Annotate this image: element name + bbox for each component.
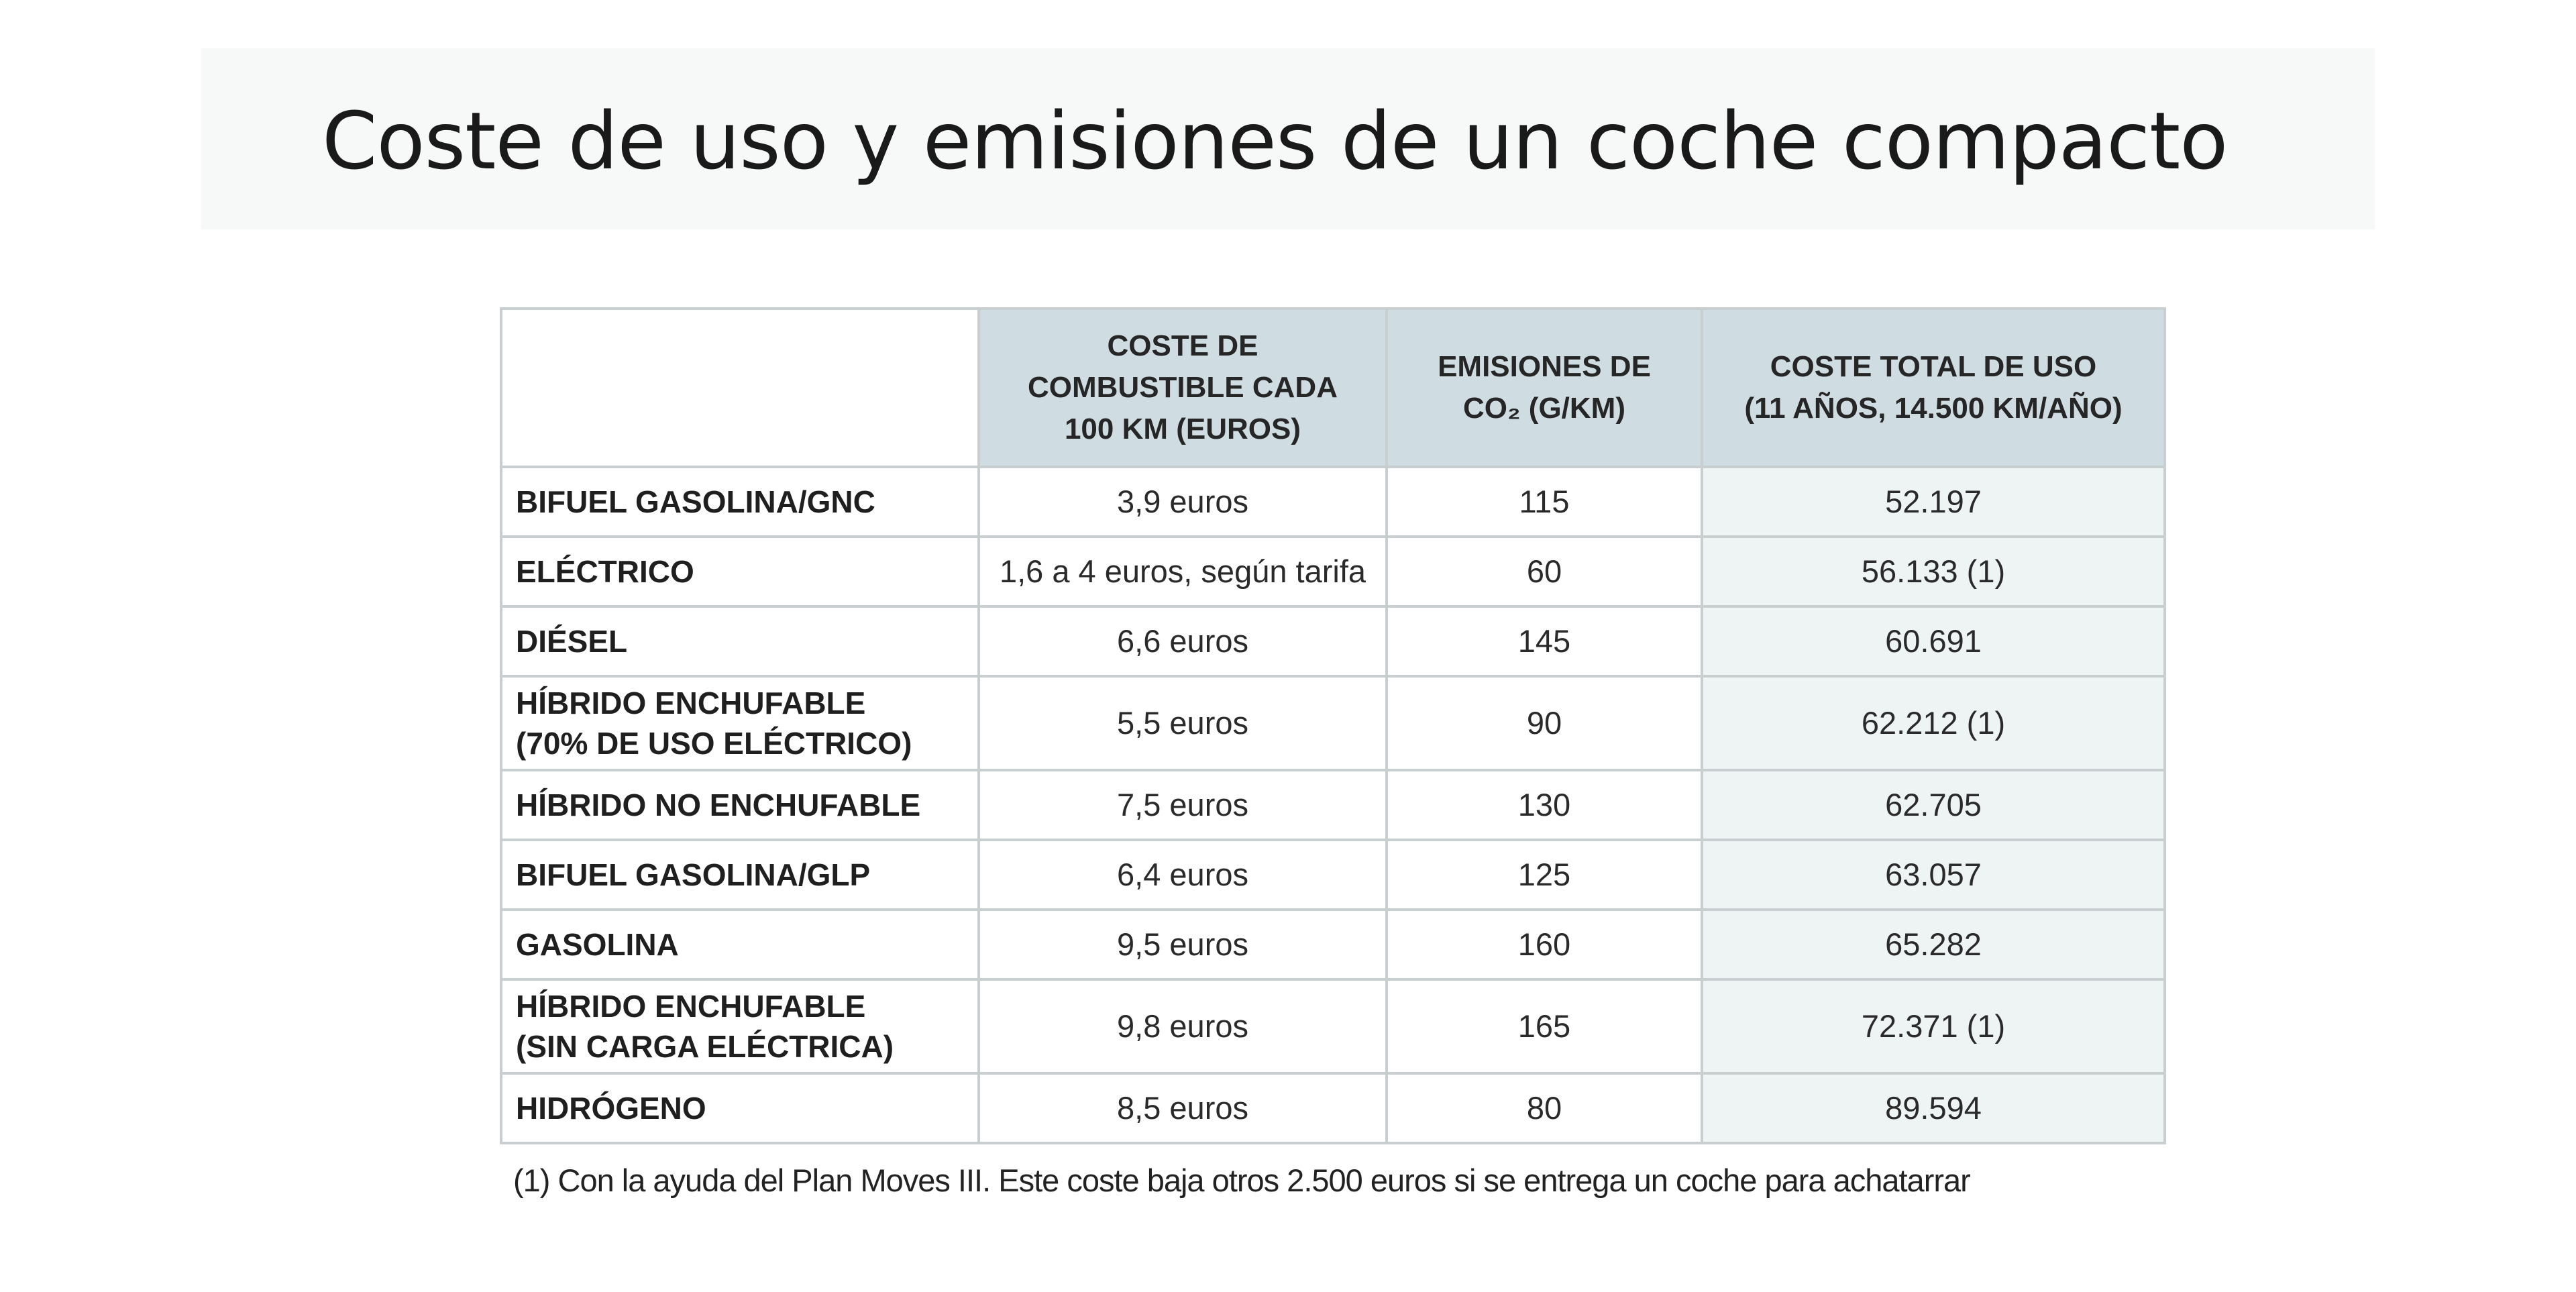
fuel-cost-cell: 9,8 euros [977, 978, 1388, 1075]
table-row: DIÉSEL 6,6 euros 145 60.691 [500, 605, 2166, 678]
co2-cell: 145 [1385, 605, 1703, 678]
total-cost-cell: 65.282 [1701, 908, 2166, 981]
header-fuel-cost: COSTE DE COMBUSTIBLE CADA 100 KM (EUROS) [977, 307, 1388, 468]
row-label-line: BIFUEL GASOLINA/GLP [516, 857, 871, 892]
fuel-cost-cell: 6,4 euros [977, 839, 1388, 911]
co2-cell: 60 [1385, 535, 1703, 608]
table-row: HÍBRIDO ENCHUFABLE (70% DE USO ELÉCTRICO… [500, 675, 2166, 771]
table-row: HÍBRIDO ENCHUFABLE (SIN CARGA ELÉCTRICA)… [500, 978, 2166, 1075]
fuel-cost-cell: 5,5 euros [977, 675, 1388, 771]
row-label: DIÉSEL [500, 605, 980, 678]
table-row: ELÉCTRICO 1,6 a 4 euros, según tarifa 60… [500, 535, 2166, 608]
fuel-cost-cell: 9,5 euros [977, 908, 1388, 981]
header-co2-line-1: EMISIONES DE [1438, 350, 1651, 383]
row-label: HÍBRIDO ENCHUFABLE (70% DE USO ELÉCTRICO… [500, 675, 980, 771]
row-label: BIFUEL GASOLINA/GLP [500, 839, 980, 911]
total-cost-cell: 56.133 (1) [1701, 535, 2166, 608]
row-label-line: DIÉSEL [516, 624, 628, 659]
row-label-line: HIDRÓGENO [516, 1091, 706, 1126]
comparison-table: COSTE DE COMBUSTIBLE CADA 100 KM (EUROS)… [500, 307, 2166, 1144]
header-fuel-cost-line-1: COSTE DE [1107, 329, 1258, 362]
row-label-line: (SIN CARGA ELÉCTRICA) [516, 1029, 894, 1064]
row-label-line: HÍBRIDO ENCHUFABLE [516, 989, 866, 1024]
footnote: (1) Con la ayuda del Plan Moves III. Est… [513, 1163, 1971, 1198]
header-co2-line-2: CO₂ (G/KM) [1463, 392, 1625, 425]
title-band [201, 48, 2375, 229]
row-label-line: BIFUEL GASOLINA/GNC [516, 484, 875, 519]
co2-cell: 90 [1385, 675, 1703, 771]
total-cost-cell: 89.594 [1701, 1072, 2166, 1144]
row-label: GASOLINA [500, 908, 980, 981]
row-label-line: ELÉCTRICO [516, 554, 694, 589]
co2-cell: 165 [1385, 978, 1703, 1075]
row-label-line: HÍBRIDO NO ENCHUFABLE [516, 788, 921, 822]
co2-cell: 160 [1385, 908, 1703, 981]
total-cost-cell: 62.212 (1) [1701, 675, 2166, 771]
row-label: BIFUEL GASOLINA/GNC [500, 466, 980, 538]
header-total-cost-line-1: COSTE TOTAL DE USO [1770, 350, 2097, 383]
total-cost-cell: 60.691 [1701, 605, 2166, 678]
header-fuel-cost-line-3: 100 KM (EUROS) [1064, 413, 1301, 445]
table-row: BIFUEL GASOLINA/GNC 3,9 euros 115 52.197 [500, 466, 2166, 538]
row-label: HÍBRIDO NO ENCHUFABLE [500, 769, 980, 841]
total-cost-cell: 63.057 [1701, 839, 2166, 911]
header-total-cost: COSTE TOTAL DE USO (11 AÑOS, 14.500 KM/A… [1701, 307, 2166, 468]
row-label: HIDRÓGENO [500, 1072, 980, 1144]
header-co2: EMISIONES DE CO₂ (G/KM) [1385, 307, 1703, 468]
header-fuel-cost-line-2: COMBUSTIBLE CADA [1028, 371, 1338, 404]
fuel-cost-cell: 3,9 euros [977, 466, 1388, 538]
header-blank-cell [500, 307, 980, 468]
table-row: GASOLINA 9,5 euros 160 65.282 [500, 908, 2166, 981]
row-label: HÍBRIDO ENCHUFABLE (SIN CARGA ELÉCTRICA) [500, 978, 980, 1075]
row-label-line: GASOLINA [516, 927, 679, 962]
fuel-cost-cell: 8,5 euros [977, 1072, 1388, 1144]
table-row: HIDRÓGENO 8,5 euros 80 89.594 [500, 1072, 2166, 1144]
total-cost-cell: 52.197 [1701, 466, 2166, 538]
row-label: ELÉCTRICO [500, 535, 980, 608]
table-row: BIFUEL GASOLINA/GLP 6,4 euros 125 63.057 [500, 839, 2166, 911]
page-title: Coste de uso y emisiones de un coche com… [322, 95, 2228, 187]
fuel-cost-cell: 1,6 a 4 euros, según tarifa [977, 535, 1388, 608]
header-total-cost-line-2: (11 AÑOS, 14.500 KM/AÑO) [1744, 392, 2123, 425]
co2-cell: 115 [1385, 466, 1703, 538]
co2-cell: 125 [1385, 839, 1703, 911]
co2-cell: 130 [1385, 769, 1703, 841]
fuel-cost-cell: 6,6 euros [977, 605, 1388, 678]
table-row: HÍBRIDO NO ENCHUFABLE 7,5 euros 130 62.7… [500, 769, 2166, 841]
fuel-cost-cell: 7,5 euros [977, 769, 1388, 841]
row-label-line: HÍBRIDO ENCHUFABLE [516, 686, 866, 720]
row-label-line: (70% DE USO ELÉCTRICO) [516, 726, 912, 761]
co2-cell: 80 [1385, 1072, 1703, 1144]
total-cost-cell: 72.371 (1) [1701, 978, 2166, 1075]
total-cost-cell: 62.705 [1701, 769, 2166, 841]
header-row: COSTE DE COMBUSTIBLE CADA 100 KM (EUROS)… [500, 307, 2166, 468]
